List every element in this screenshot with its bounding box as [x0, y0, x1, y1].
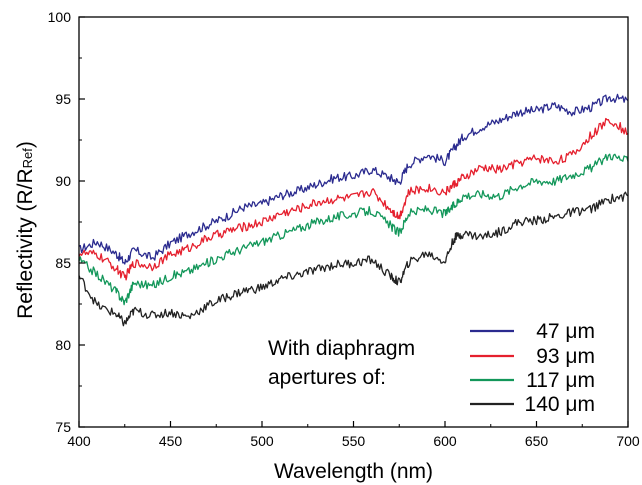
y-tick-label: 85 [55, 255, 71, 271]
legend-label-4: 140 μm [525, 393, 595, 416]
y-axis-ticks: 75 80 85 90 95 100 [48, 9, 85, 435]
y-tick-label: 100 [48, 9, 72, 25]
annotation-line-1: With diaphragm [268, 337, 415, 360]
legend-label-3: 117 μm [526, 369, 595, 392]
x-tick-label: 450 [159, 433, 183, 449]
legend-label-1: 47 μm [536, 320, 595, 343]
x-tick-label: 600 [433, 433, 457, 449]
x-tick-label: 700 [616, 433, 640, 449]
series-line-1 [78, 93, 629, 265]
x-axis-title: Wavelength (nm) [274, 460, 433, 483]
x-tick-label: 500 [250, 433, 274, 449]
x-tick-label: 550 [342, 433, 366, 449]
y-axis-title-main: Reflectivity (R/R [14, 168, 37, 319]
x-tick-label: 650 [525, 433, 549, 449]
y-tick-label: 90 [55, 173, 71, 189]
series-line-3 [78, 153, 629, 306]
y-tick-label: 80 [55, 337, 71, 353]
y-axis-title: Reflectivity (R/RRef) [14, 141, 37, 319]
y-tick-label: 75 [55, 419, 71, 435]
x-tick-label: 400 [67, 433, 91, 449]
y-axis-title-close: ) [14, 141, 37, 148]
series-line-2 [78, 117, 629, 281]
y-axis-title-subscript: Ref [20, 148, 35, 169]
series-line-4 [78, 191, 629, 327]
series-lines [78, 93, 629, 327]
y-tick-label: 95 [55, 91, 71, 107]
x-axis-ticks: 400 450 500 550 600 650 700 [67, 421, 640, 449]
annotation-line-2: apertures of: [268, 366, 386, 389]
legend-label-2: 93 μm [536, 345, 595, 368]
